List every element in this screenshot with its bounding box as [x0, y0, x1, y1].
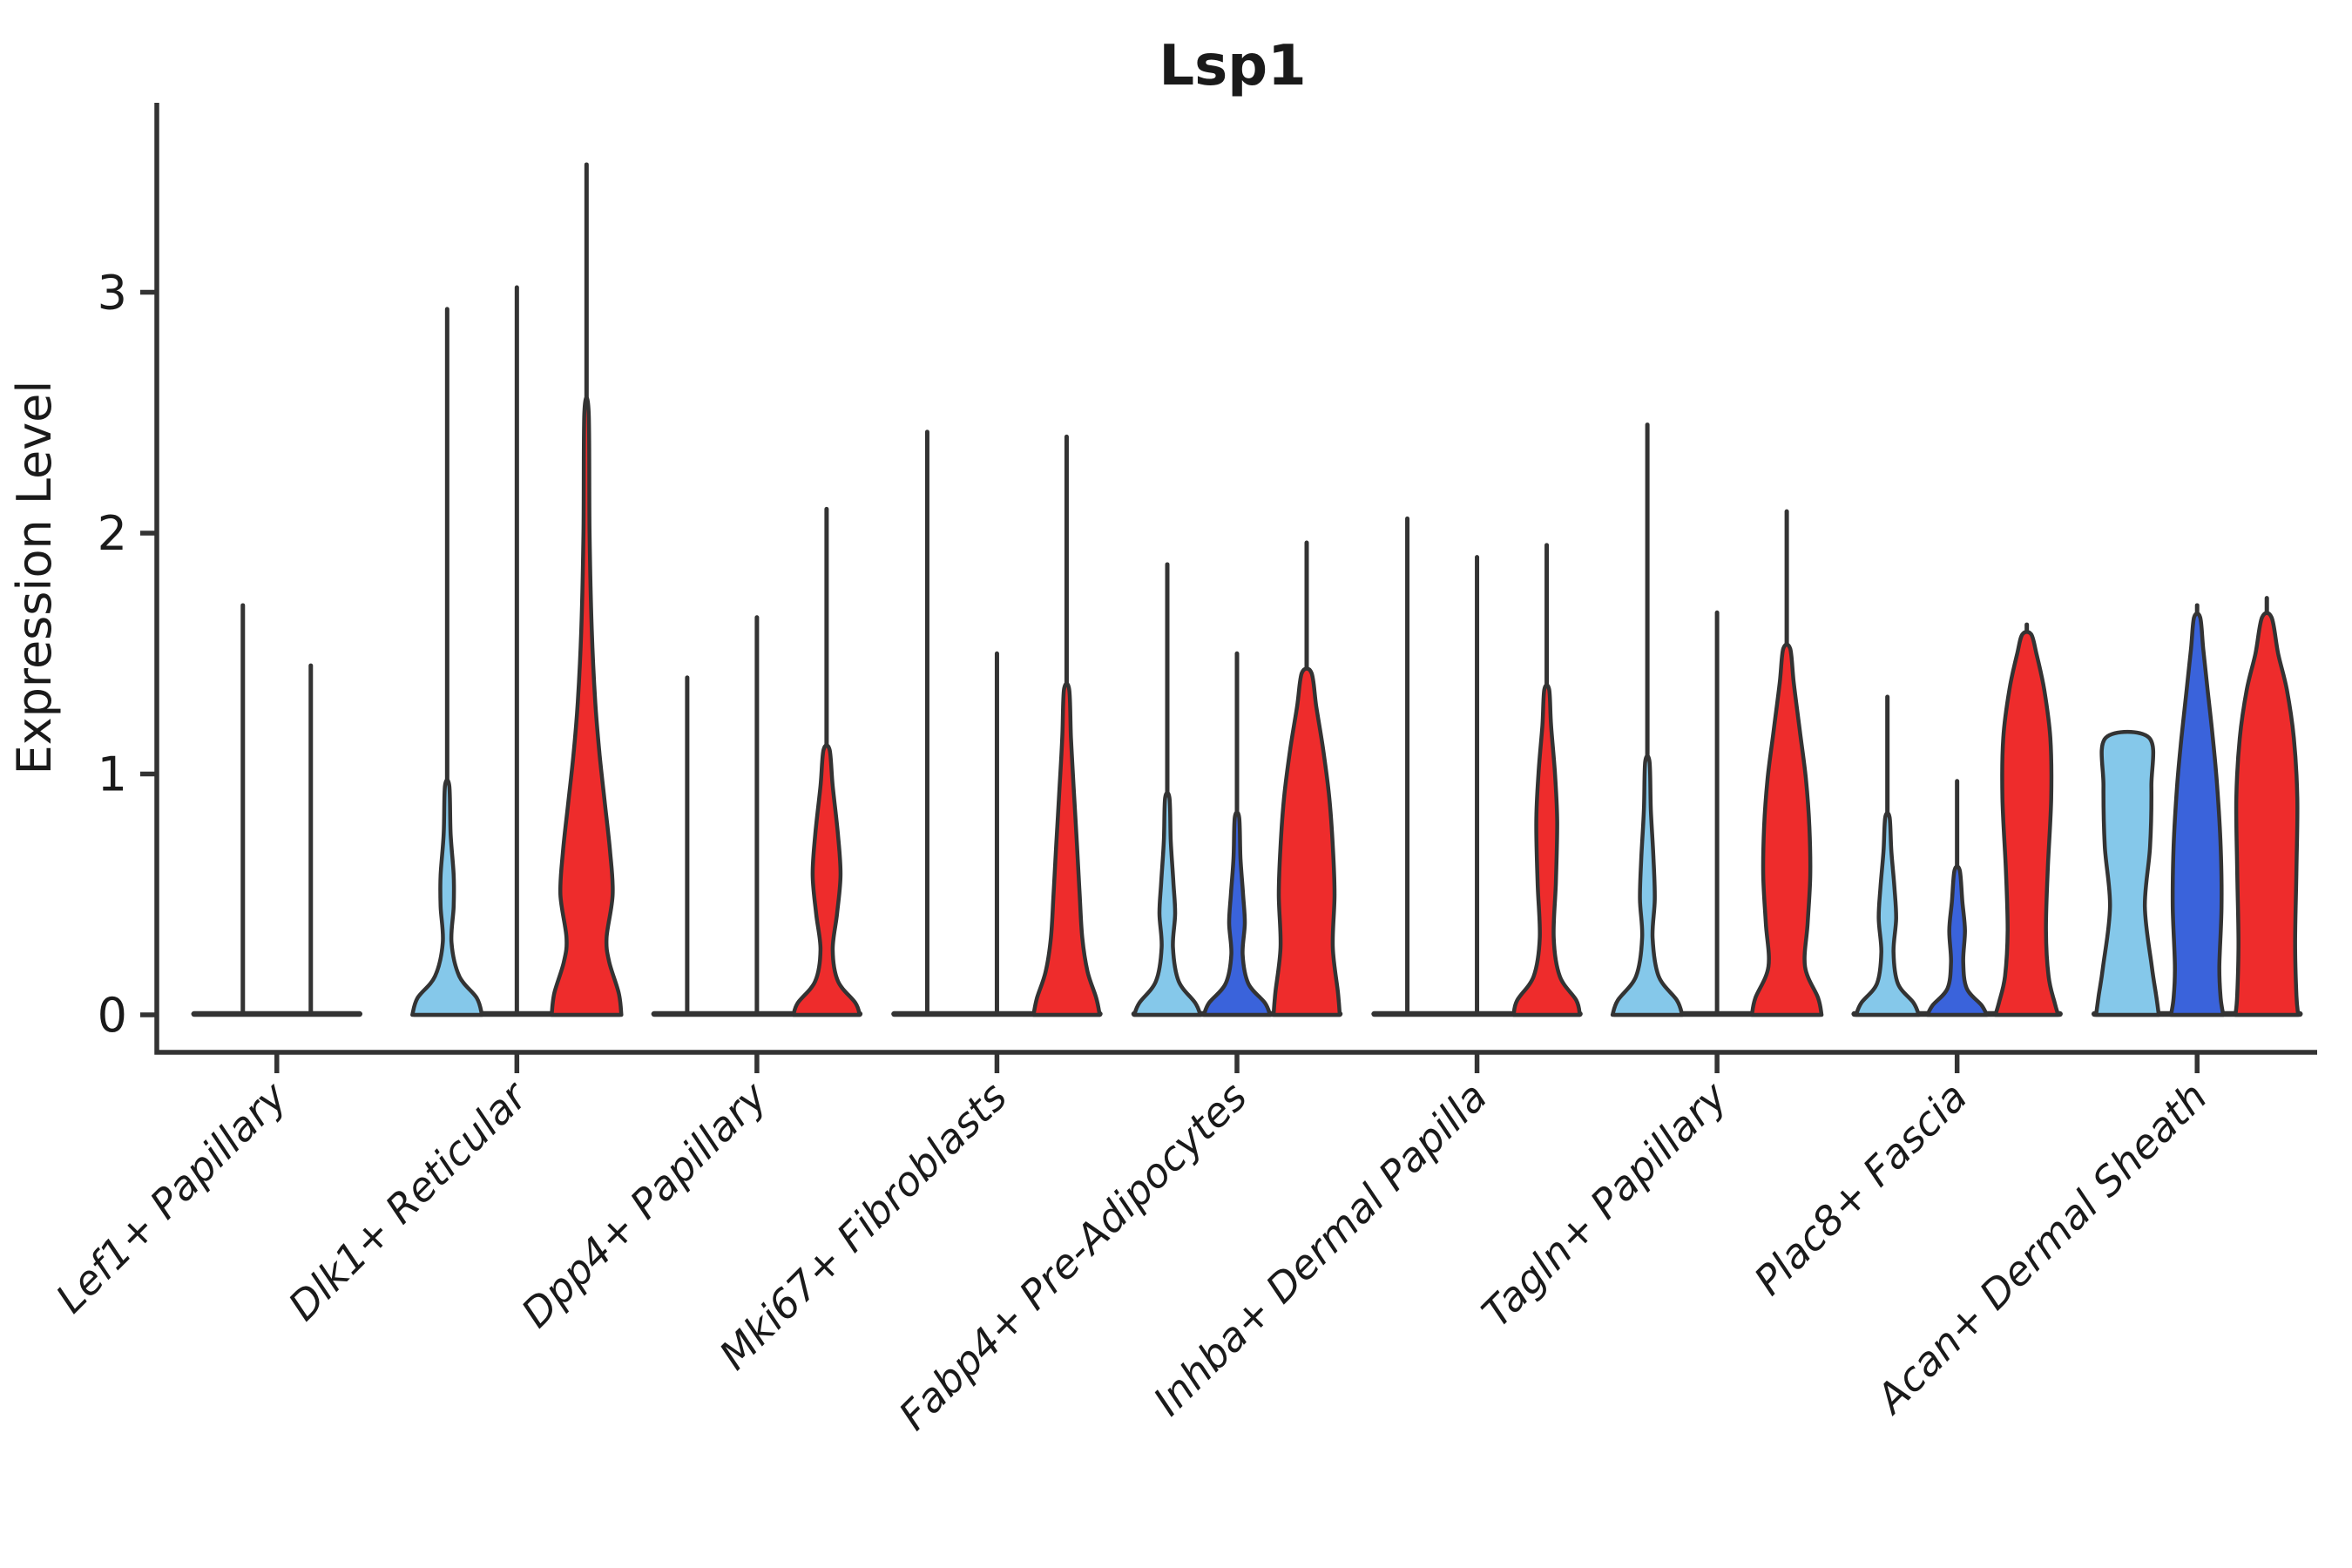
violin-body-red: [1749, 642, 1824, 1017]
category-label: Lef1+ Papillary: [47, 1072, 296, 1321]
violin-body-lightblue: [1854, 811, 1921, 1017]
violin-body-red: [1031, 681, 1102, 1017]
violin-body-red: [1993, 630, 2060, 1017]
y-tick-label: 2: [98, 506, 127, 561]
violin-body-darkblue: [1201, 810, 1273, 1017]
chart-title: Lsp1: [1159, 34, 1306, 98]
y-tick-label: 1: [98, 747, 127, 802]
category-label: Tagln+ Papillary: [1473, 1072, 1737, 1336]
y-tick-label: 0: [98, 988, 127, 1043]
violin-body-lightblue: [2093, 729, 2161, 1017]
category-label: Plac8+ Fascia: [1745, 1073, 1976, 1304]
axis-spines: [154, 103, 2317, 1055]
category-label: Dlk1+ Reticular: [279, 1071, 537, 1329]
violin-body-lightblue: [410, 778, 484, 1017]
violin-body-red: [550, 395, 624, 1017]
violin-body-darkblue: [1925, 864, 1989, 1017]
violin-body-red: [2233, 611, 2301, 1017]
y-tick-label: 3: [98, 266, 127, 321]
violin-body-lightblue: [1132, 790, 1203, 1017]
violin-body-red: [1271, 666, 1342, 1017]
violin-body-red: [1511, 683, 1582, 1017]
y-axis-label: Expression Level: [7, 381, 62, 775]
violin-body-red: [791, 743, 862, 1017]
violin-body-lightblue: [1610, 754, 1685, 1017]
category-label: Dpp4+ Papillary: [512, 1072, 776, 1336]
violin-body-darkblue: [2168, 612, 2226, 1017]
